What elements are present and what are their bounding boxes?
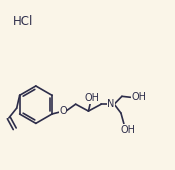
Text: OH: OH [131, 92, 146, 102]
Text: OH: OH [85, 93, 100, 103]
Text: OH: OH [120, 125, 135, 135]
Text: HCl: HCl [13, 15, 34, 28]
Text: O: O [59, 106, 67, 116]
Text: N: N [107, 99, 115, 109]
